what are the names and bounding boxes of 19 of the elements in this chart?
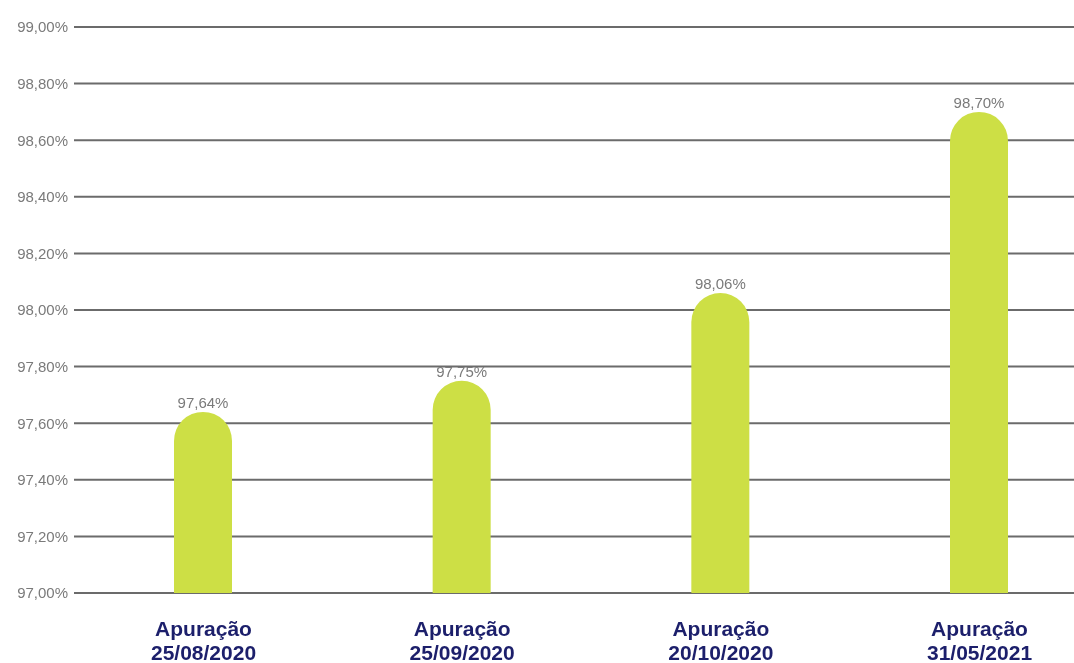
y-tick-label: 98,60% bbox=[17, 131, 68, 149]
y-tick-label: 98,20% bbox=[17, 244, 68, 262]
y-tick-label: 98,40% bbox=[17, 188, 68, 206]
data-label: 97,75% bbox=[436, 362, 488, 380]
y-tick-label: 97,80% bbox=[17, 357, 68, 375]
y-tick-label: 99,00% bbox=[17, 18, 68, 36]
y-tick-label: 97,40% bbox=[17, 471, 68, 489]
x-tick-label: Apuração 25/09/2020 bbox=[409, 617, 515, 663]
x-tick-label: Apuração 31/05/2021 bbox=[926, 617, 1033, 663]
y-tick-label: 98,00% bbox=[17, 301, 68, 319]
data-label: 97,64% bbox=[177, 393, 229, 411]
y-tick-label: 97,60% bbox=[17, 414, 68, 432]
y-tick-label: 97,00% bbox=[17, 584, 68, 602]
data-label: 98,06% bbox=[694, 275, 746, 293]
x-tick-label: Apuração 20/10/2020 bbox=[668, 617, 774, 663]
data-label: 98,70% bbox=[953, 93, 1005, 111]
x-tick-label: Apuração 25/08/2020 bbox=[150, 617, 257, 663]
y-tick-label: 97,20% bbox=[17, 527, 68, 545]
y-tick-label: 98,80% bbox=[17, 74, 68, 92]
